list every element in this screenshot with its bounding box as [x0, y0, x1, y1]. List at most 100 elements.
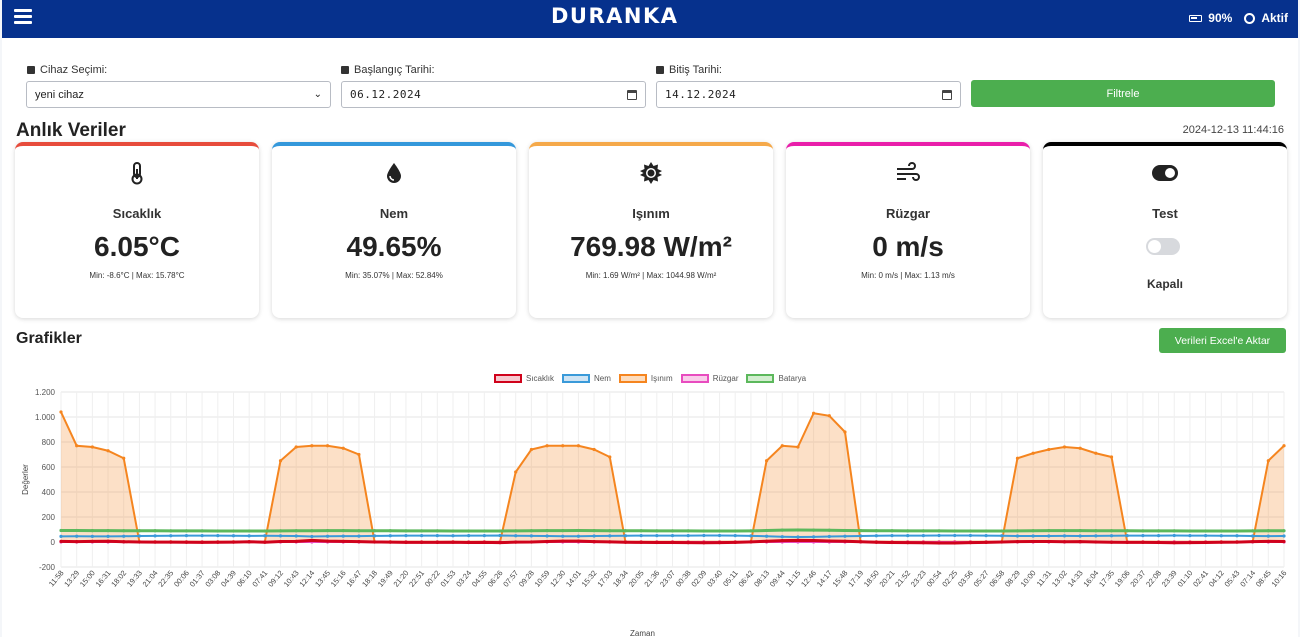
data-point — [796, 445, 800, 449]
x-tick-label: 21:20 — [392, 569, 411, 589]
data-point — [780, 444, 784, 448]
data-point — [529, 534, 533, 538]
data-point — [906, 529, 910, 533]
data-point — [1094, 451, 1098, 455]
start-date-label: Başlangıç Tarihi: — [341, 64, 435, 76]
x-tick-label: 07:57 — [501, 569, 520, 589]
data-point — [451, 529, 455, 533]
data-point — [921, 534, 925, 538]
data-point — [122, 540, 126, 544]
data-point — [639, 534, 643, 538]
data-point — [749, 529, 753, 533]
data-point — [953, 541, 957, 545]
data-point — [1000, 534, 1004, 538]
device-select[interactable]: yeni cihaz ⌄ — [26, 81, 331, 108]
data-point — [435, 534, 439, 538]
data-point — [184, 529, 189, 533]
legend-item[interactable]: Nem — [562, 373, 611, 383]
calendar-picker-icon[interactable] — [627, 89, 637, 100]
data-point — [498, 541, 502, 545]
data-point — [1172, 529, 1176, 533]
legend-item[interactable]: Rüzgar — [680, 373, 738, 383]
x-tick-label: 21:52 — [893, 569, 912, 589]
start-date-input[interactable]: 06.12.2024 — [341, 81, 646, 108]
x-tick-label: 06:58 — [987, 569, 1006, 589]
data-point — [812, 535, 816, 539]
card-minmax: Min: 1.69 W/m² | Max: 1044.98 W/m² — [585, 271, 717, 280]
x-tick-label: 15:32 — [580, 569, 599, 589]
y-axis-label: Değerler — [21, 464, 30, 495]
power-icon — [1244, 12, 1256, 24]
data-point — [1156, 529, 1161, 533]
data-point — [278, 459, 283, 463]
x-tick-label: 02:25 — [940, 569, 959, 589]
x-tick-label: 14:01 — [564, 569, 583, 589]
data-point — [231, 529, 236, 533]
end-date-input[interactable]: 14.12.2024 — [656, 81, 961, 108]
data-point — [890, 529, 894, 533]
data-point — [372, 534, 377, 538]
x-tick-label: 11:15 — [784, 569, 803, 589]
data-point — [686, 541, 690, 545]
data-point — [1204, 534, 1208, 538]
data-point — [1062, 529, 1067, 533]
data-point — [953, 529, 957, 533]
x-tick-label: 06:26 — [486, 569, 505, 589]
humidity-card: Nem 49.65% Min: 35.07% | Max: 52.84% — [272, 142, 516, 318]
data-point — [592, 447, 596, 452]
data-point — [1047, 447, 1051, 452]
legend-item[interactable]: Batarya — [746, 373, 806, 383]
export-excel-button[interactable]: Verileri Excel'e Aktar — [1159, 328, 1286, 353]
data-point — [263, 529, 267, 533]
data-point — [1188, 541, 1192, 545]
legend-swatch — [746, 373, 775, 383]
x-tick-label: 18:02 — [109, 569, 128, 589]
data-point — [1078, 529, 1082, 533]
live-data-title: Anlık Veriler — [16, 120, 126, 141]
data-point — [137, 534, 141, 538]
data-point — [184, 540, 189, 544]
data-point — [608, 540, 612, 544]
data-point — [247, 540, 251, 544]
data-point — [843, 534, 847, 538]
data-point — [796, 528, 800, 532]
data-point — [1219, 529, 1223, 533]
legend-item[interactable]: Işınım — [618, 373, 673, 383]
data-point — [561, 529, 565, 533]
data-point — [200, 540, 204, 544]
line-chart: Sıcaklık Nem Işınım Rüzgar Batarya -200 0 200 4… — [2, 371, 1298, 637]
x-tick-label: 10:16 — [1270, 569, 1289, 589]
filter-button[interactable]: Filtrele — [971, 80, 1275, 107]
data-point — [1266, 534, 1270, 538]
x-tick-label: 05:11 — [721, 569, 740, 589]
x-tick-label: 15:00 — [78, 569, 97, 589]
data-point — [1000, 529, 1004, 533]
data-point — [827, 534, 831, 539]
data-point — [749, 540, 753, 544]
x-tick-label: 16:31 — [94, 569, 113, 589]
card-minmax: Min: -8.6°C | Max: 15.78°C — [89, 271, 185, 280]
data-point — [325, 539, 330, 543]
legend-item[interactable]: Sıcaklık — [494, 373, 554, 383]
data-point — [294, 445, 298, 449]
data-point — [467, 529, 471, 533]
hamburger-menu-icon[interactable] — [14, 9, 32, 27]
chart-legend[interactable]: Sıcaklık Nem Işınım Rüzgar Batarya — [494, 371, 806, 385]
data-point — [294, 534, 298, 538]
data-point — [75, 540, 79, 544]
x-tick-label: 01:37 — [188, 569, 207, 589]
data-point — [608, 534, 612, 538]
main-content: Cihaz Seçimi: yeni cihaz ⌄ Başlangıç Tar… — [2, 38, 1298, 637]
data-point — [310, 534, 314, 539]
test-toggle-switch[interactable] — [1146, 238, 1180, 255]
calendar-picker-icon[interactable] — [942, 89, 952, 100]
data-point — [796, 538, 800, 542]
data-point — [278, 539, 283, 544]
data-point — [639, 540, 643, 544]
data-point — [1156, 540, 1161, 545]
brand-logo: DURANKA — [551, 4, 679, 28]
x-tick-label: 18:34 — [611, 569, 630, 589]
data-point — [1125, 540, 1129, 544]
calendar-icon — [341, 66, 349, 74]
data-point — [843, 528, 847, 533]
